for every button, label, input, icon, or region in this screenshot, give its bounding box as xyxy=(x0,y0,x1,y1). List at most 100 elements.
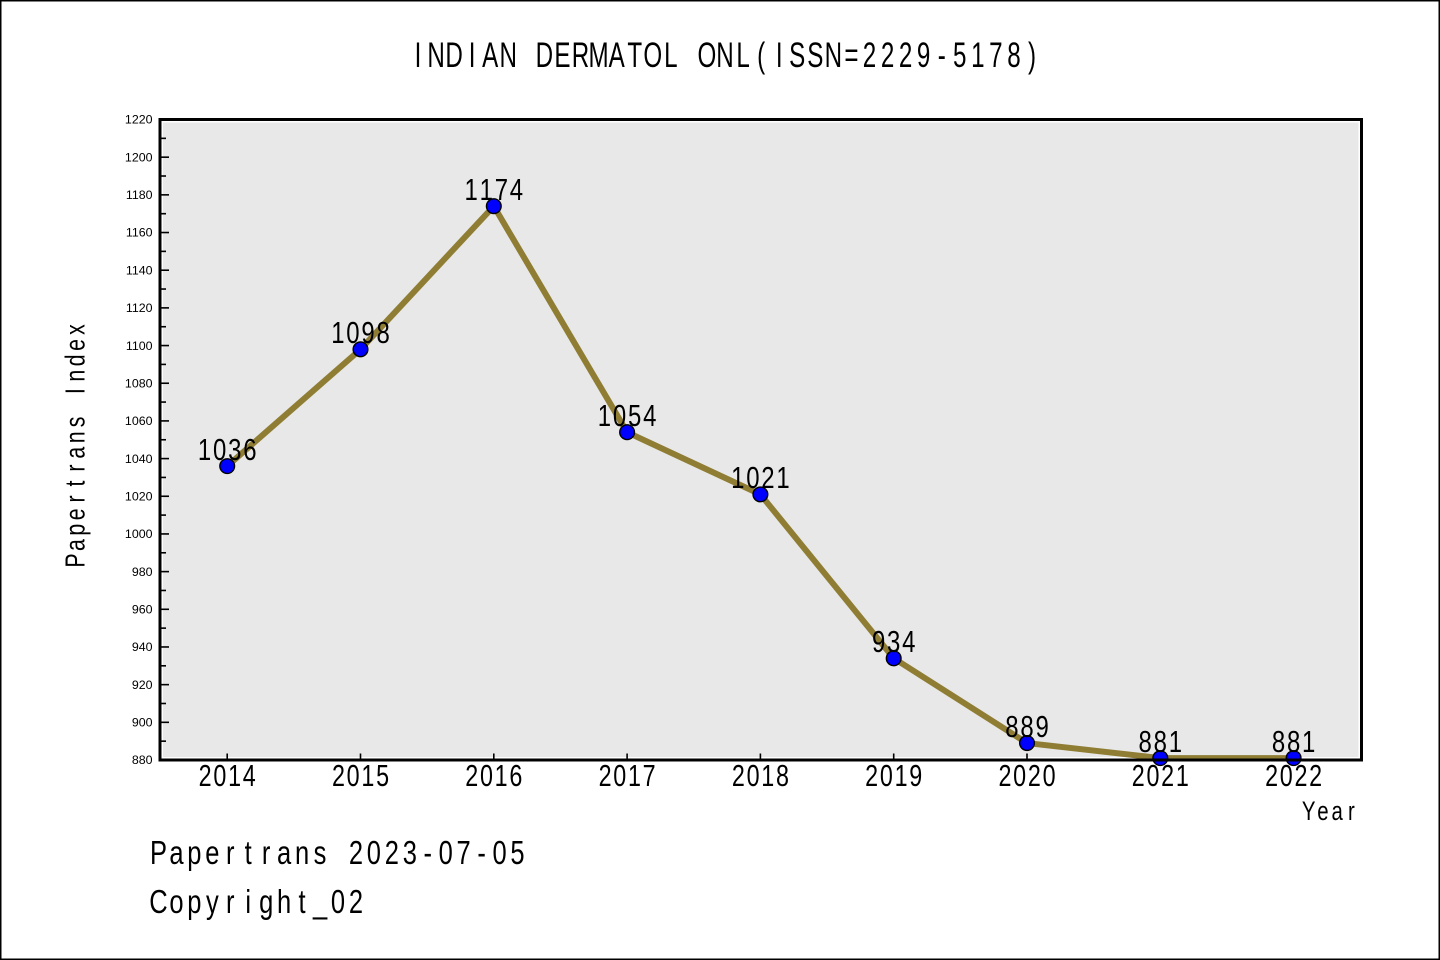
svg-text:N: N xyxy=(427,35,444,75)
svg-text:2: 2 xyxy=(1294,758,1307,793)
svg-text:7: 7 xyxy=(989,35,1002,75)
svg-text:a: a xyxy=(60,539,92,551)
svg-text:1: 1 xyxy=(971,35,984,75)
svg-text:2: 2 xyxy=(1132,758,1145,793)
svg-text:1: 1 xyxy=(1176,758,1189,793)
svg-text:p: p xyxy=(60,524,92,536)
svg-text:8: 8 xyxy=(376,315,389,350)
svg-text:2: 2 xyxy=(863,35,876,75)
svg-text:e: e xyxy=(1317,796,1328,827)
svg-text:y: y xyxy=(206,884,219,921)
svg-text:h: h xyxy=(277,884,291,921)
svg-text:1: 1 xyxy=(495,758,508,793)
svg-text:1: 1 xyxy=(761,758,774,793)
svg-text:0: 0 xyxy=(613,758,626,793)
svg-text:M: M xyxy=(589,35,609,75)
svg-text:1: 1 xyxy=(331,315,344,350)
svg-text:1080: 1080 xyxy=(125,376,153,390)
svg-text:S: S xyxy=(789,35,805,75)
svg-text:C: C xyxy=(149,884,167,921)
svg-text:-: - xyxy=(477,835,485,872)
svg-text:_: _ xyxy=(312,884,328,921)
svg-text:N: N xyxy=(500,35,517,75)
svg-text:E: E xyxy=(554,35,570,75)
svg-text:e: e xyxy=(205,835,219,872)
svg-text:=: = xyxy=(844,35,858,75)
svg-text:1: 1 xyxy=(228,758,241,793)
svg-text:1: 1 xyxy=(731,460,744,495)
svg-text:2: 2 xyxy=(332,758,345,793)
svg-text:e: e xyxy=(60,339,92,351)
svg-text:2: 2 xyxy=(199,758,212,793)
svg-text:1100: 1100 xyxy=(126,339,153,353)
svg-text:9: 9 xyxy=(1035,709,1048,744)
svg-text:r: r xyxy=(60,495,92,502)
svg-text:8: 8 xyxy=(1020,709,1033,744)
svg-text:N: N xyxy=(825,35,842,75)
svg-text:N: N xyxy=(716,35,733,75)
svg-text:): ) xyxy=(1028,35,1036,75)
svg-text:s: s xyxy=(60,417,92,428)
svg-text:5: 5 xyxy=(628,398,641,433)
svg-text:8: 8 xyxy=(1272,724,1285,759)
svg-text:2: 2 xyxy=(1161,758,1174,793)
svg-text:1000: 1000 xyxy=(125,527,153,541)
svg-text:e: e xyxy=(60,508,92,520)
svg-text:4: 4 xyxy=(902,624,915,659)
svg-text:1: 1 xyxy=(1302,724,1315,759)
svg-text:8: 8 xyxy=(776,758,789,793)
svg-text:3: 3 xyxy=(887,624,900,659)
svg-text:D: D xyxy=(445,35,462,75)
svg-text:2: 2 xyxy=(599,758,612,793)
svg-text:0: 0 xyxy=(1043,758,1056,793)
svg-text:I: I xyxy=(415,35,422,75)
svg-text:0: 0 xyxy=(347,758,360,793)
svg-text:8: 8 xyxy=(1139,724,1152,759)
svg-text:T: T xyxy=(627,35,642,75)
svg-text:880: 880 xyxy=(132,753,153,767)
svg-text:8: 8 xyxy=(1154,724,1167,759)
svg-text:3: 3 xyxy=(403,835,417,872)
svg-text:0: 0 xyxy=(613,398,626,433)
svg-text:2: 2 xyxy=(1309,758,1322,793)
svg-text:a: a xyxy=(1331,796,1343,827)
svg-text:0: 0 xyxy=(213,758,226,793)
svg-text:1: 1 xyxy=(598,398,611,433)
svg-text:2: 2 xyxy=(349,884,363,921)
svg-text:A: A xyxy=(609,35,626,75)
svg-text:2: 2 xyxy=(1028,758,1041,793)
svg-text:R: R xyxy=(572,35,589,75)
svg-text:6: 6 xyxy=(509,758,522,793)
svg-text:1120: 1120 xyxy=(126,301,153,315)
svg-text:2: 2 xyxy=(732,758,745,793)
svg-text:0: 0 xyxy=(346,315,359,350)
svg-text:1160: 1160 xyxy=(126,226,153,240)
svg-text:9: 9 xyxy=(917,35,930,75)
svg-text:0: 0 xyxy=(439,835,453,872)
svg-text:L: L xyxy=(664,35,677,75)
svg-text:1: 1 xyxy=(628,758,641,793)
svg-text:1: 1 xyxy=(480,172,493,207)
svg-text:1140: 1140 xyxy=(126,263,153,277)
svg-text:D: D xyxy=(536,35,553,75)
svg-text:2: 2 xyxy=(465,758,478,793)
svg-text:n: n xyxy=(60,370,92,382)
svg-text:6: 6 xyxy=(243,432,256,467)
svg-text:o: o xyxy=(169,884,183,921)
svg-text:x: x xyxy=(60,324,92,335)
svg-text:2: 2 xyxy=(1265,758,1278,793)
svg-text:i: i xyxy=(245,884,251,921)
svg-text:8: 8 xyxy=(1287,724,1300,759)
svg-text:5: 5 xyxy=(510,835,524,872)
svg-text:7: 7 xyxy=(495,172,508,207)
svg-text:p: p xyxy=(187,835,201,872)
svg-text:8: 8 xyxy=(1005,709,1018,744)
svg-text:9: 9 xyxy=(872,624,885,659)
svg-text:r: r xyxy=(226,835,235,872)
svg-text:7: 7 xyxy=(643,758,656,793)
svg-text:a: a xyxy=(60,447,92,459)
svg-text:n: n xyxy=(295,835,309,872)
svg-text:I: I xyxy=(60,388,92,394)
svg-text:7: 7 xyxy=(457,835,471,872)
svg-text:1: 1 xyxy=(776,460,789,495)
